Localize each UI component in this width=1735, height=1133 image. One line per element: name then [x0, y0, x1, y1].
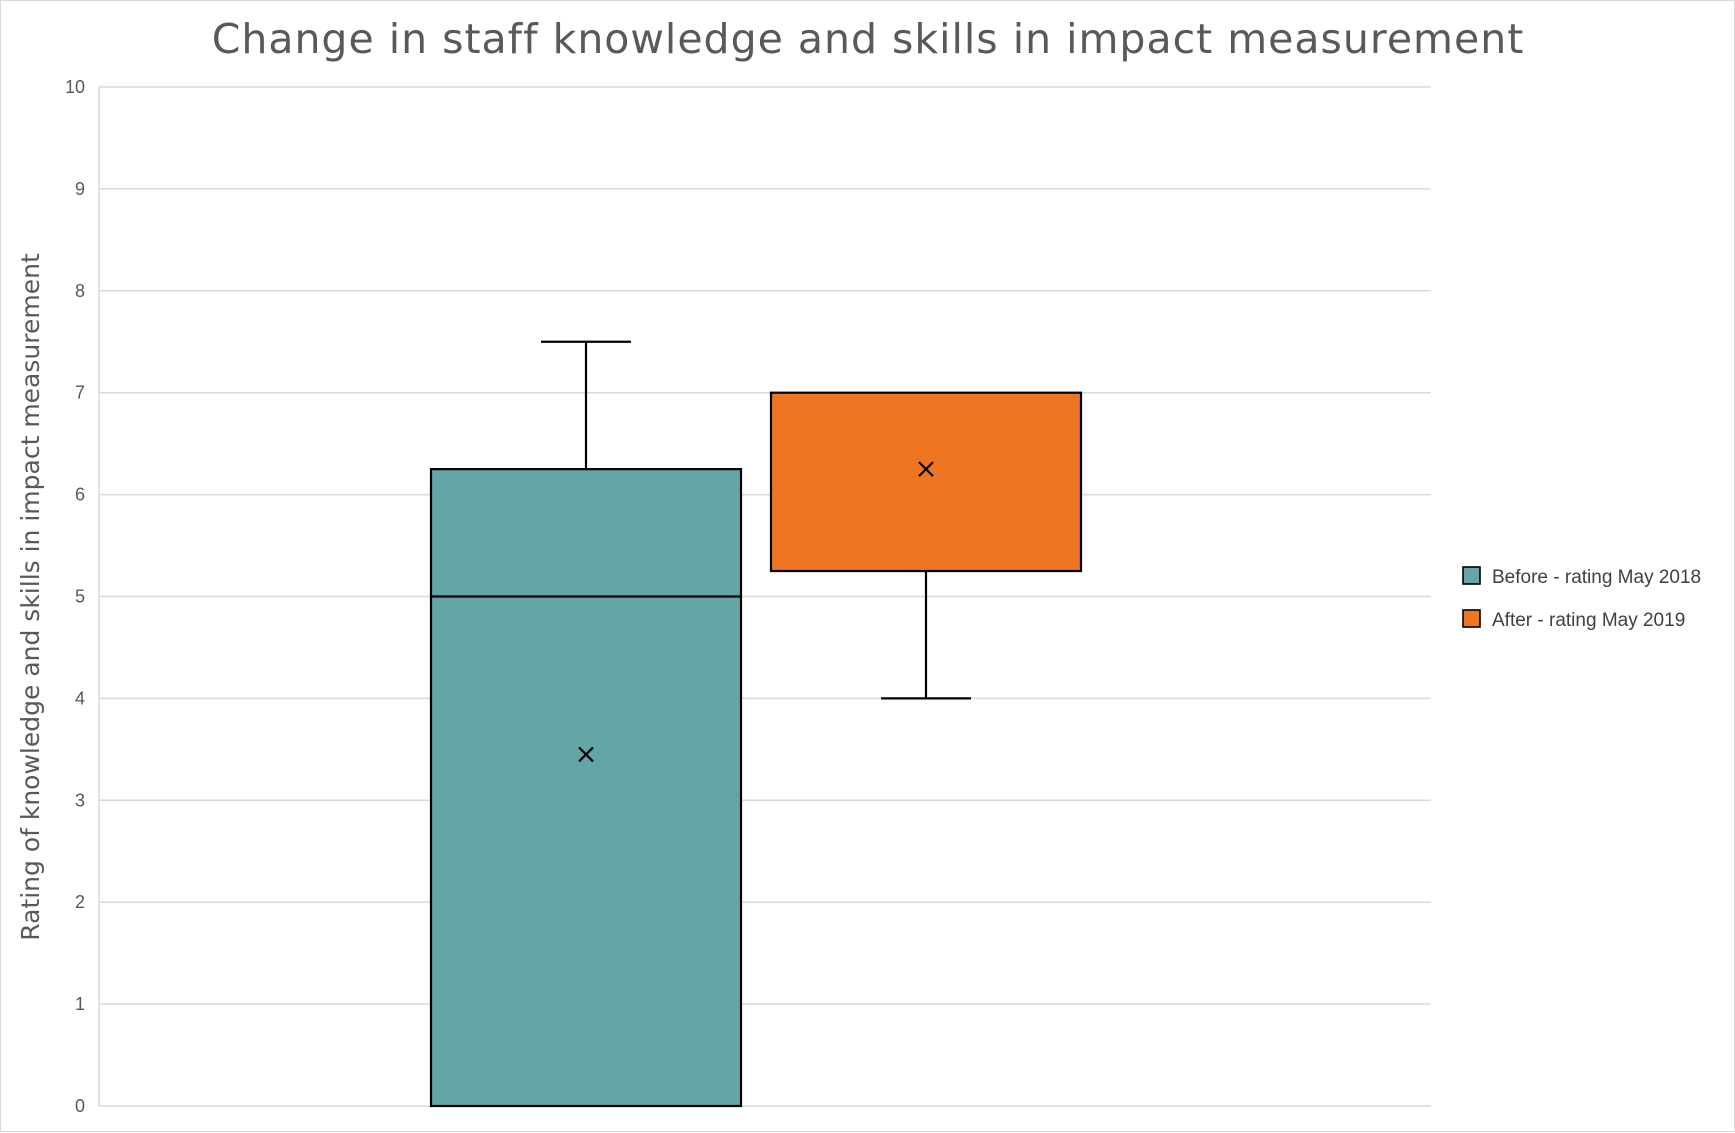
y-tick-label: 6	[75, 485, 85, 505]
boxes	[429, 340, 1083, 1108]
legend-swatch	[1462, 566, 1481, 585]
box	[429, 468, 743, 1108]
mean-marker	[578, 746, 594, 763]
y-tick-label: 9	[75, 179, 85, 199]
legend-swatch	[1462, 609, 1481, 628]
legend-item: Before - rating May 2018	[1462, 566, 1701, 588]
legend-item: After - rating May 2019	[1462, 609, 1685, 631]
legend-label: Before - rating May 2018	[1492, 567, 1701, 588]
y-tick-labels: 0 1 2 3 4 5 6 7 8 9 10	[65, 77, 85, 1116]
y-tick-label: 1	[75, 994, 85, 1014]
legend: Before - rating May 2018 After - rating M…	[1462, 566, 1701, 631]
legend-label: After - rating May 2019	[1492, 610, 1685, 631]
y-tick-label: 10	[65, 77, 85, 97]
y-tick-label: 4	[75, 688, 85, 708]
box	[769, 391, 1083, 573]
y-tick-label: 8	[75, 281, 85, 301]
box-series-0	[429, 340, 743, 1108]
y-tick-label: 0	[75, 1096, 85, 1116]
y-tick-label: 5	[75, 587, 85, 607]
y-tick-label: 7	[75, 383, 85, 403]
gridlines	[98, 86, 1431, 1107]
y-tick-label: 3	[75, 790, 85, 810]
mean-marker	[918, 461, 934, 477]
y-tick-label: 2	[75, 892, 85, 912]
y-axis-label: Rating of knowledge and skills in impact…	[16, 253, 45, 941]
chart-title: Change in staff knowledge and skills in …	[212, 15, 1525, 63]
box-series-1	[769, 391, 1083, 700]
